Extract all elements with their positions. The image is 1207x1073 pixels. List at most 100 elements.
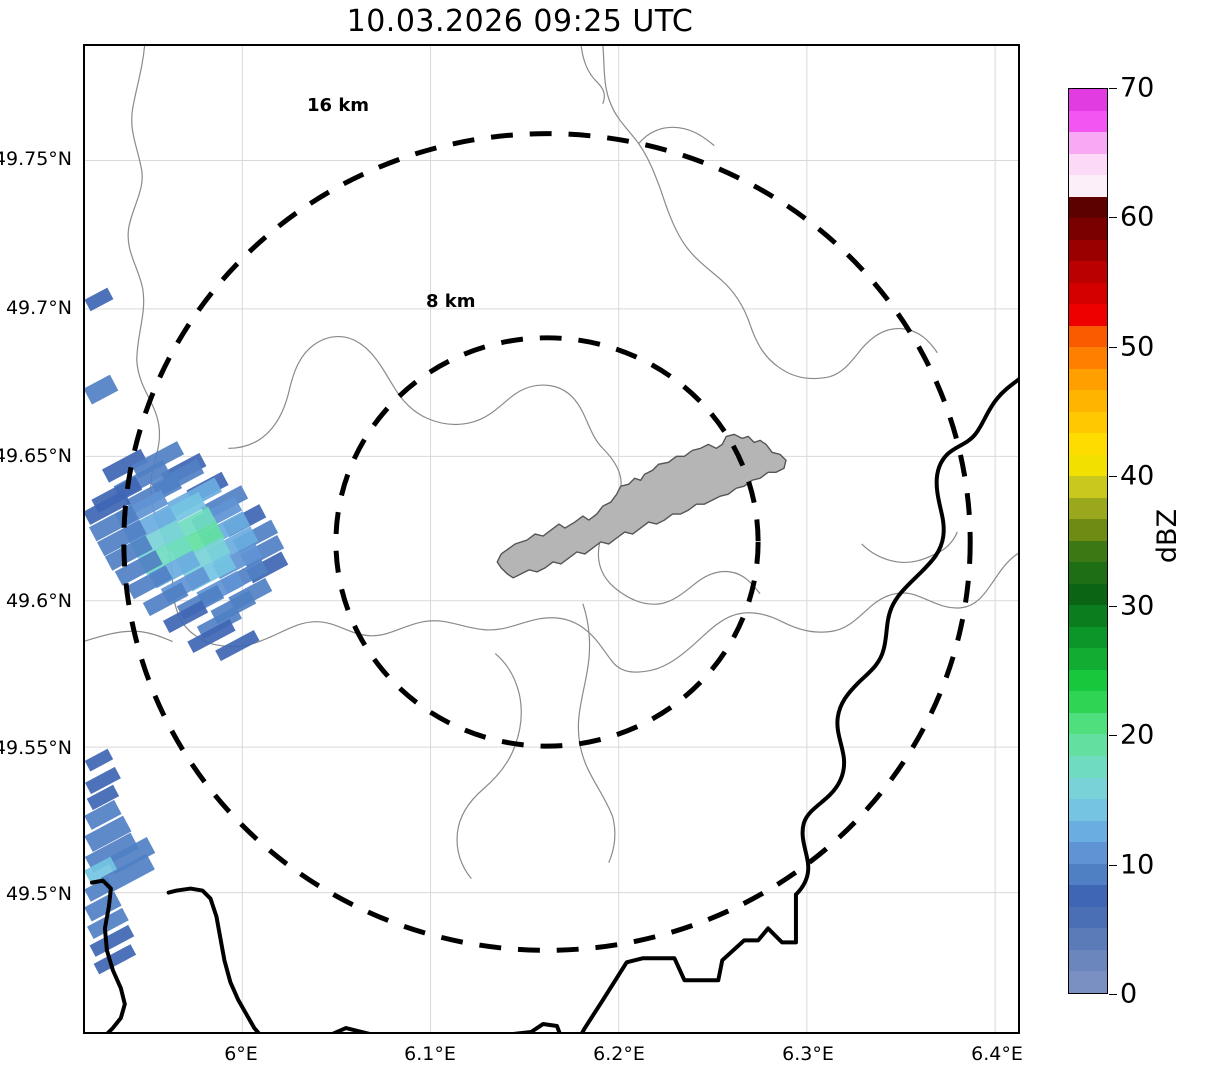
radar-echo-cell (85, 815, 132, 853)
colorbar-band (1069, 497, 1107, 520)
colorbar-band (1069, 175, 1107, 197)
colorbar-band (1069, 971, 1107, 993)
colorbar-band (1069, 734, 1107, 756)
radar-echo-cell (100, 853, 155, 894)
x-tick-label: 6°E (224, 1043, 258, 1065)
colorbar-band (1069, 132, 1107, 154)
radar-echo-cell (215, 630, 260, 662)
colorbar-tick (1109, 476, 1117, 478)
radar-echo-cell (187, 619, 236, 654)
radar-echo-cell (85, 891, 122, 922)
colorbar[interactable]: 70 60 50 40 30 20 10 0 (1068, 73, 1154, 1010)
colorbar-band (1069, 433, 1107, 455)
radar-echo-cell (104, 535, 153, 571)
colorbar-band (1069, 89, 1107, 111)
radar-echo-cell (85, 287, 114, 312)
colorbar-band (1069, 454, 1107, 477)
range-ring-label-8km: 8 km (426, 291, 476, 312)
radar-echo-cell (85, 374, 119, 405)
colorbar-band (1069, 476, 1107, 498)
page-title: 10.03.2026 09:25 UTC (346, 4, 694, 39)
colorbar-gradient (1068, 88, 1108, 994)
y-tick-label: 49.65°N (0, 445, 72, 467)
colorbar-tick (1109, 994, 1117, 995)
radar-echo-cell (131, 441, 185, 479)
radar-plot-area[interactable]: 16 km 8 km (83, 44, 1020, 1034)
radar-echo-cell (93, 944, 137, 975)
colorbar-band (1069, 196, 1107, 219)
colorbar-tick (1109, 864, 1117, 866)
colorbar-tick (1109, 88, 1117, 89)
y-tick-label: 49.6°N (5, 590, 72, 612)
colorbar-band (1069, 820, 1107, 843)
radar-echo-cell (142, 582, 189, 617)
radar-echo-cell (85, 748, 114, 772)
colorbar-band (1069, 390, 1107, 412)
colorbar-band (1069, 368, 1107, 391)
colorbar-band (1069, 949, 1107, 972)
colorbar-band (1069, 863, 1107, 886)
colorbar-tick (1109, 605, 1117, 607)
colorbar-band (1069, 218, 1107, 240)
colorbar-tick-label: 40 (1120, 460, 1155, 492)
radar-echo-cells (85, 287, 289, 975)
colorbar-band (1069, 906, 1107, 929)
colorbar-band (1069, 347, 1107, 369)
radar-echo-cell (85, 766, 121, 795)
colorbar-band (1069, 669, 1107, 692)
range-ring-16km (121, 131, 973, 953)
range-ring-label-16km: 16 km (307, 95, 370, 116)
y-tick-label: 49.55°N (0, 737, 72, 759)
colorbar-band (1069, 110, 1107, 133)
x-tick-label: 6.3°E (782, 1043, 834, 1065)
colorbar-tick (1109, 217, 1117, 219)
colorbar-band (1069, 648, 1107, 670)
admin-boundaries (85, 46, 1018, 880)
radar-echo-cell (97, 519, 147, 557)
radar-echo-cell (85, 856, 118, 885)
y-axis-labels: 49.75°N 49.7°N 49.65°N 49.6°N 49.55°N 49.5°N (0, 0, 78, 1073)
colorbar-band (1069, 153, 1107, 176)
x-tick-label: 6.2°E (593, 1043, 645, 1065)
colorbar-band (1069, 304, 1107, 326)
radar-echo-cell (114, 550, 163, 586)
colorbar-tick-label: 0 (1120, 978, 1138, 1010)
colorbar-band (1069, 755, 1107, 778)
radar-echo-cell (85, 490, 131, 525)
colorbar-band (1069, 519, 1107, 541)
x-tick-label: 6.1°E (404, 1043, 456, 1065)
radar-echo-cell (87, 907, 129, 939)
colorbar-tick-label: 70 (1120, 72, 1155, 104)
colorbar-band (1069, 540, 1107, 563)
colorbar-band (1069, 799, 1107, 821)
colorbar-tick-label: 30 (1120, 590, 1155, 622)
colorbar-tick-label: 50 (1120, 331, 1155, 363)
colorbar-band (1069, 583, 1107, 606)
y-tick-label: 49.75°N (0, 148, 72, 170)
colorbar-title: dBZ (1152, 508, 1183, 564)
colorbar-band (1069, 239, 1107, 262)
radar-echo-cell (101, 448, 148, 483)
national-border (89, 377, 1018, 1032)
colorbar-tick-label: 60 (1120, 201, 1155, 233)
y-tick-label: 49.7°N (5, 297, 72, 319)
colorbar-band (1069, 928, 1107, 950)
colorbar-tick-label: 20 (1120, 719, 1155, 751)
colorbar-tick-label: 10 (1120, 849, 1155, 881)
colorbar-band (1069, 325, 1107, 348)
colorbar-band (1069, 777, 1107, 800)
radar-echo-cell (162, 600, 209, 634)
radar-echo-cell (126, 565, 173, 600)
lake-polygon (496, 433, 787, 579)
x-tick-label: 6.4°E (971, 1043, 1023, 1065)
colorbar-band (1069, 885, 1107, 907)
colorbar-tick (1109, 346, 1117, 348)
colorbar-band (1069, 842, 1107, 864)
colorbar-band (1069, 411, 1107, 434)
radar-map-svg (85, 46, 1018, 1032)
colorbar-band (1069, 282, 1107, 305)
radar-echo-cell (85, 832, 139, 873)
radar-echo-cell (106, 837, 156, 875)
colorbar-band (1069, 605, 1107, 627)
colorbar-band (1069, 261, 1107, 283)
